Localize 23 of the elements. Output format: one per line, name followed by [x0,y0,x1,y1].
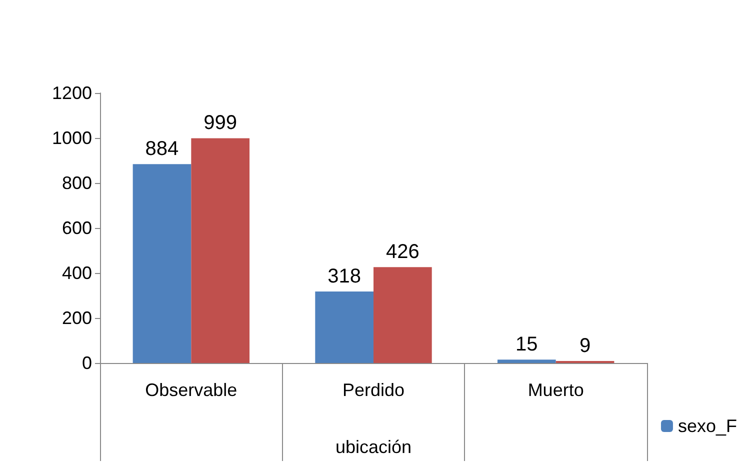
bar [374,267,432,363]
bar [132,164,192,363]
y-tick-label: 1200 [52,83,92,103]
bar [191,138,250,363]
data-label: 884 [145,138,179,160]
x-tick-label: Perdido [342,380,405,400]
y-tick-label: 0 [82,353,92,373]
x-tick-label: Observable [145,380,238,400]
y-tick-label: 200 [62,308,92,328]
y-tick-label: 1000 [52,128,92,148]
y-tick-label: 400 [62,263,92,283]
x-tick-label: Muerto [528,380,584,400]
data-label: 9 [579,334,591,357]
data-label: 15 [516,334,538,356]
y-tick-label: 600 [62,218,92,238]
y-tick-label: 800 [62,173,92,193]
data-label: 426 [386,241,420,264]
x-axis-title: ubicación [335,437,412,457]
bar [315,291,374,363]
legend-label: sexo_F [678,416,738,436]
data-label: 318 [328,265,362,288]
data-label: 999 [204,112,238,134]
bar [497,360,556,363]
